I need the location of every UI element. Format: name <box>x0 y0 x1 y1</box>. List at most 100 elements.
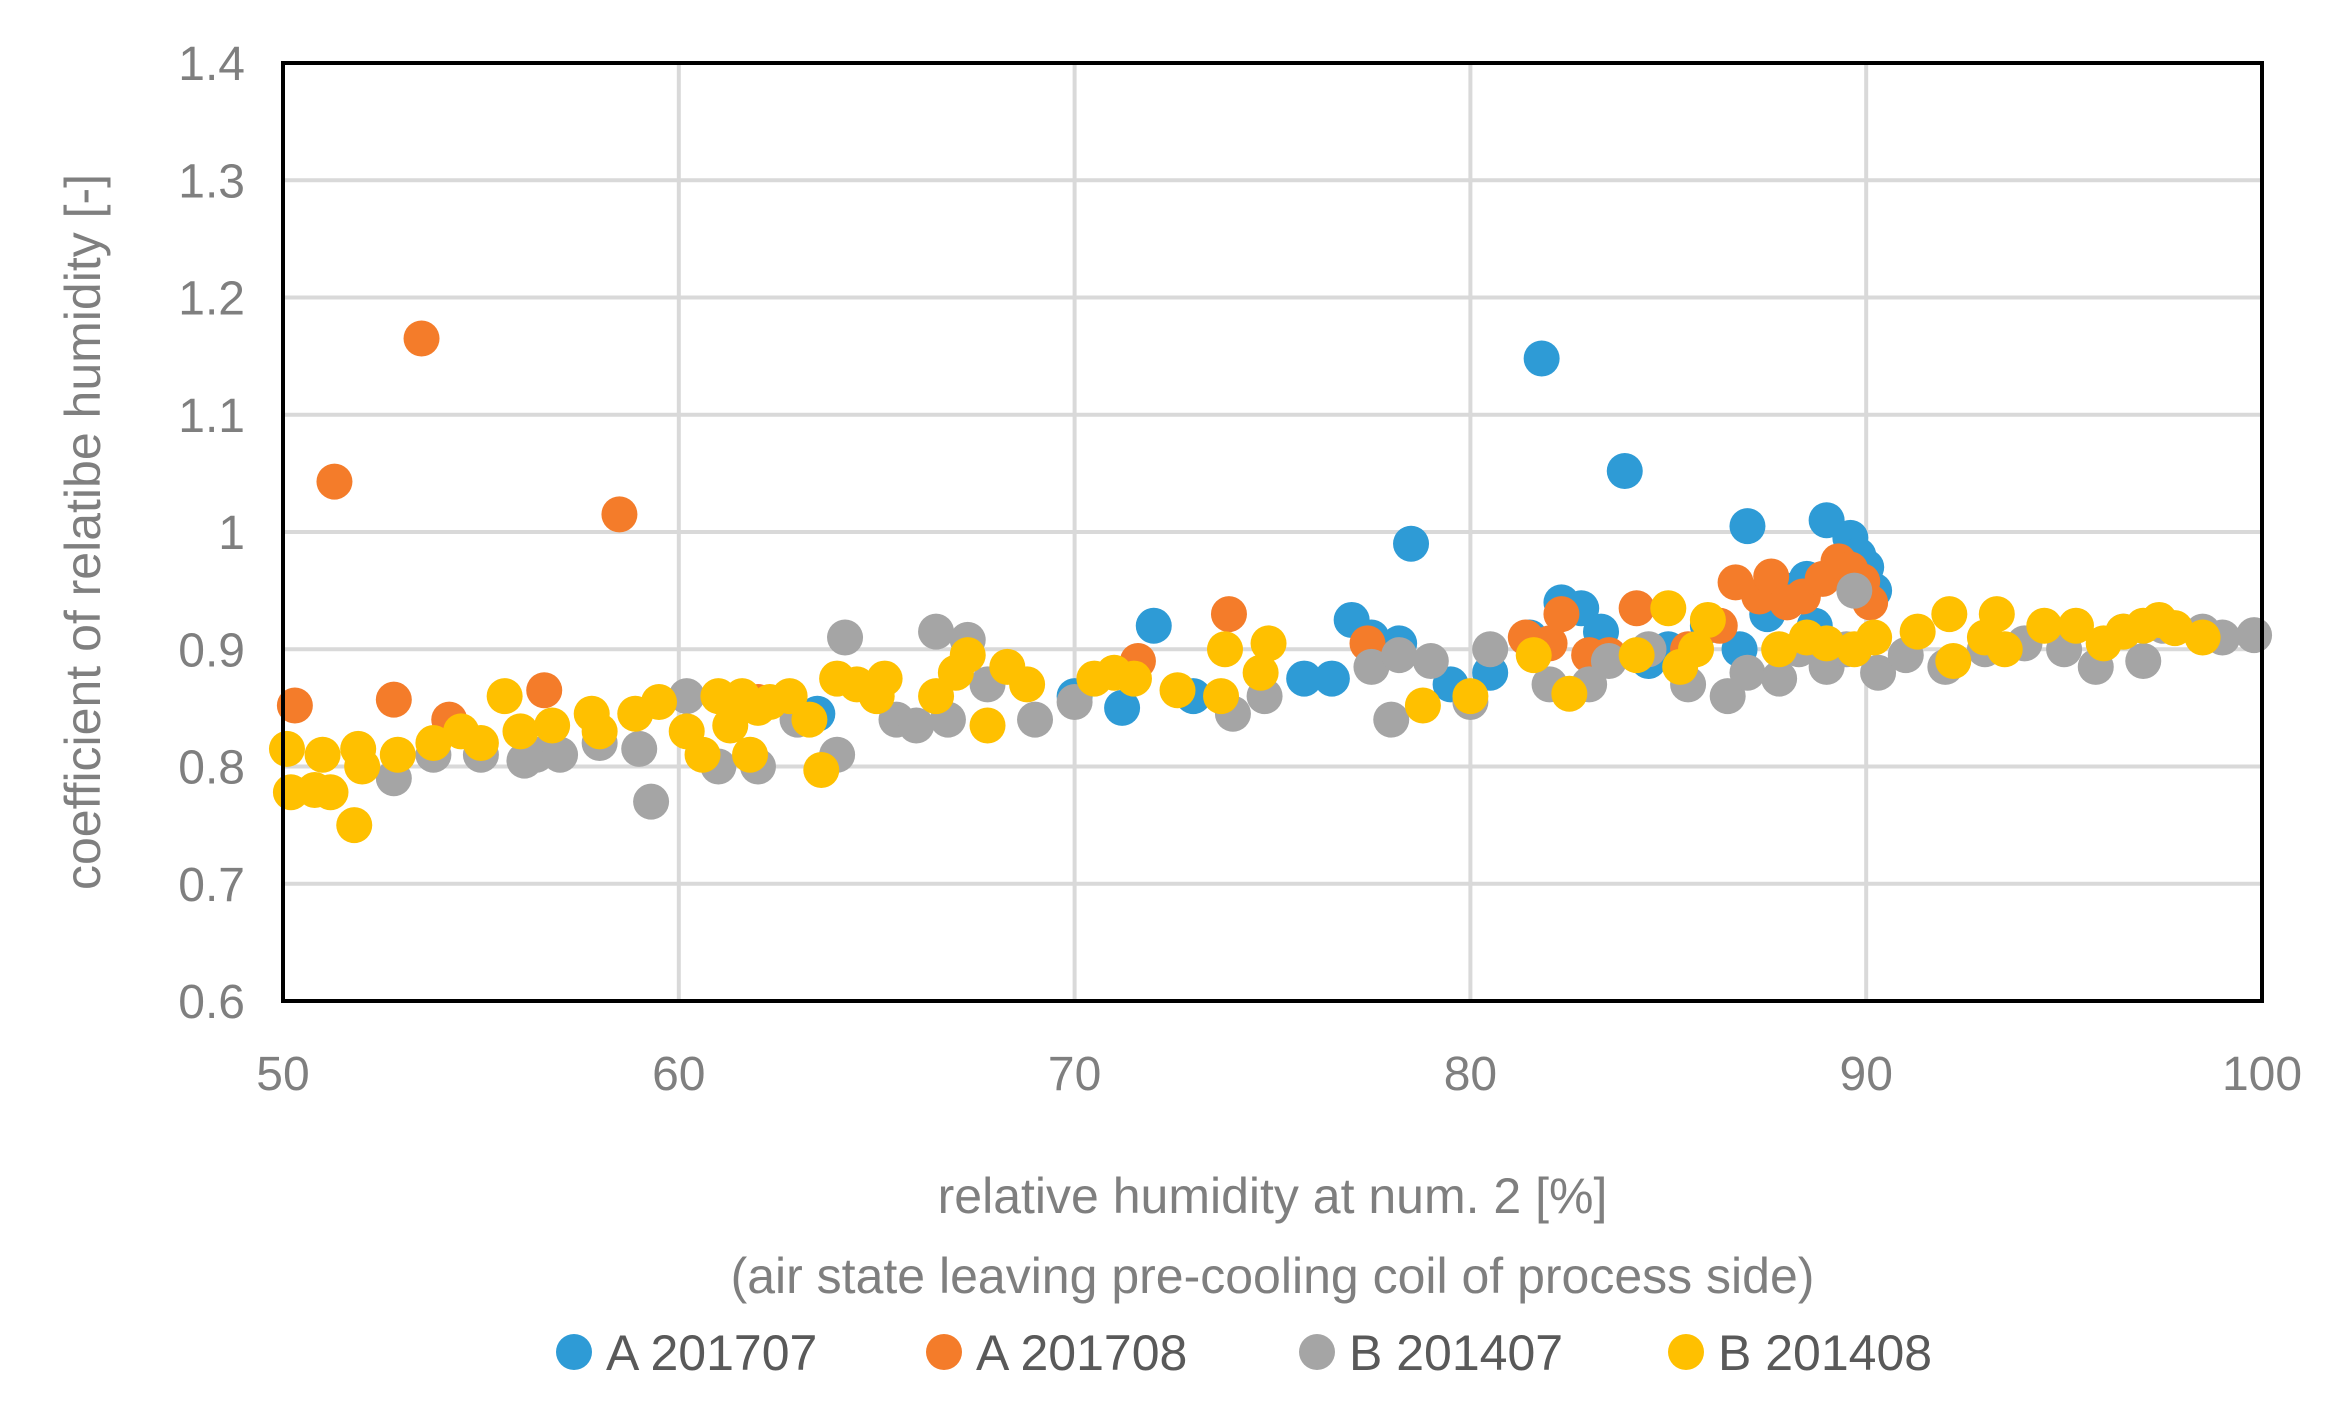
y-tick-label: 1 <box>218 507 245 560</box>
data-point <box>316 463 353 500</box>
data-point <box>827 619 864 656</box>
data-point <box>2156 610 2193 647</box>
data-point <box>1729 654 1766 691</box>
data-point <box>1729 508 1766 545</box>
data-point <box>1412 642 1449 679</box>
data-point <box>1551 675 1588 712</box>
data-point <box>1856 619 1893 656</box>
data-point <box>1242 654 1279 691</box>
data-point <box>1250 625 1287 662</box>
data-point <box>462 725 499 762</box>
data-point <box>1618 637 1655 674</box>
data-point <box>1393 525 1430 562</box>
data-point <box>2184 619 2221 656</box>
data-point <box>2026 607 2063 644</box>
data-point <box>276 687 313 724</box>
data-point <box>1523 340 1560 377</box>
x-tick-label: 60 <box>652 1048 705 1101</box>
data-point <box>633 783 670 820</box>
data-point <box>771 678 808 715</box>
data-point <box>641 684 678 721</box>
data-point <box>621 730 658 767</box>
data-point <box>918 613 955 650</box>
data-point <box>898 707 935 744</box>
data-point <box>1452 678 1489 715</box>
y-tick-label: 1.2 <box>178 273 245 326</box>
legend-label-b-201408: B 201408 <box>1718 1325 1932 1381</box>
data-point <box>2236 617 2273 654</box>
data-point <box>1761 631 1798 668</box>
data-point <box>1353 648 1390 685</box>
data-point <box>534 707 571 744</box>
data-point <box>1678 631 1715 668</box>
y-tick-label: 0.8 <box>178 742 245 795</box>
data-point <box>336 807 373 844</box>
data-point <box>1286 660 1323 697</box>
data-point <box>918 678 955 715</box>
data-point <box>1515 637 1552 674</box>
data-point <box>526 672 563 709</box>
data-point <box>1761 660 1798 697</box>
data-point <box>1689 601 1726 638</box>
data-point <box>1606 453 1643 490</box>
legend-marker-a-201707 <box>556 1334 592 1370</box>
data-point <box>542 736 579 773</box>
x-tick-label: 100 <box>2222 1048 2302 1101</box>
legend: A 201707 A 201708 B 201407 B 201408 <box>556 1325 1932 1381</box>
data-point <box>791 701 828 738</box>
y-axis-title: coefficient of relatibe humidity [-] <box>55 174 111 890</box>
data-point <box>1104 689 1141 726</box>
data-point <box>1935 642 1972 679</box>
data-point <box>1210 596 1247 633</box>
x-axis-title: relative humidity at num. 2 [%] <box>938 1168 1608 1224</box>
data-point <box>1618 590 1655 627</box>
data-point <box>1056 684 1093 721</box>
y-axis-ticks: 0.6 0.7 0.8 0.9 1 1.1 1.2 1.3 1.4 <box>178 38 245 1029</box>
y-tick-label: 1.4 <box>178 38 245 91</box>
data-point <box>1899 613 1936 650</box>
legend-marker-b-201407 <box>1299 1334 1335 1370</box>
data-point <box>1986 631 2023 668</box>
legend-marker-b-201408 <box>1668 1334 1704 1370</box>
data-point <box>1472 631 1509 668</box>
data-point <box>268 730 305 767</box>
legend-label-a-201707: A 201707 <box>606 1325 817 1381</box>
legend-label-b-201407: B 201407 <box>1349 1325 1563 1381</box>
data-point <box>1860 654 1897 691</box>
data-point <box>1135 607 1172 644</box>
data-point <box>375 681 412 718</box>
data-point <box>969 707 1006 744</box>
series-b-201408 <box>268 590 2221 844</box>
data-point <box>732 736 769 773</box>
x-axis-ticks: 50 60 70 80 90 100 <box>256 1048 2302 1101</box>
data-point <box>1159 672 1196 709</box>
y-tick-label: 0.7 <box>178 859 245 912</box>
data-point <box>601 496 638 533</box>
data-point <box>1753 558 1790 595</box>
data-point <box>1313 660 1350 697</box>
data-point <box>1836 572 1873 609</box>
data-point <box>668 678 705 715</box>
data-point <box>1931 596 1968 633</box>
data-point <box>1808 625 1845 662</box>
data-points <box>268 320 2273 844</box>
x-tick-label: 80 <box>1444 1048 1497 1101</box>
data-point <box>403 320 440 357</box>
data-point <box>1373 701 1410 738</box>
data-point <box>2125 642 2162 679</box>
y-tick-label: 1.1 <box>178 390 245 443</box>
data-point <box>712 707 749 744</box>
data-point <box>486 678 523 715</box>
data-point <box>304 736 341 773</box>
x-axis-subtitle: (air state leaving pre-cooling coil of p… <box>731 1248 1815 1304</box>
data-point <box>803 752 840 789</box>
data-point <box>1543 596 1580 633</box>
data-point <box>1017 701 1054 738</box>
data-point <box>1404 687 1441 724</box>
gridlines <box>281 61 2264 1003</box>
plot-area-border <box>281 61 2264 1003</box>
data-point <box>1207 631 1244 668</box>
data-point <box>1709 678 1746 715</box>
